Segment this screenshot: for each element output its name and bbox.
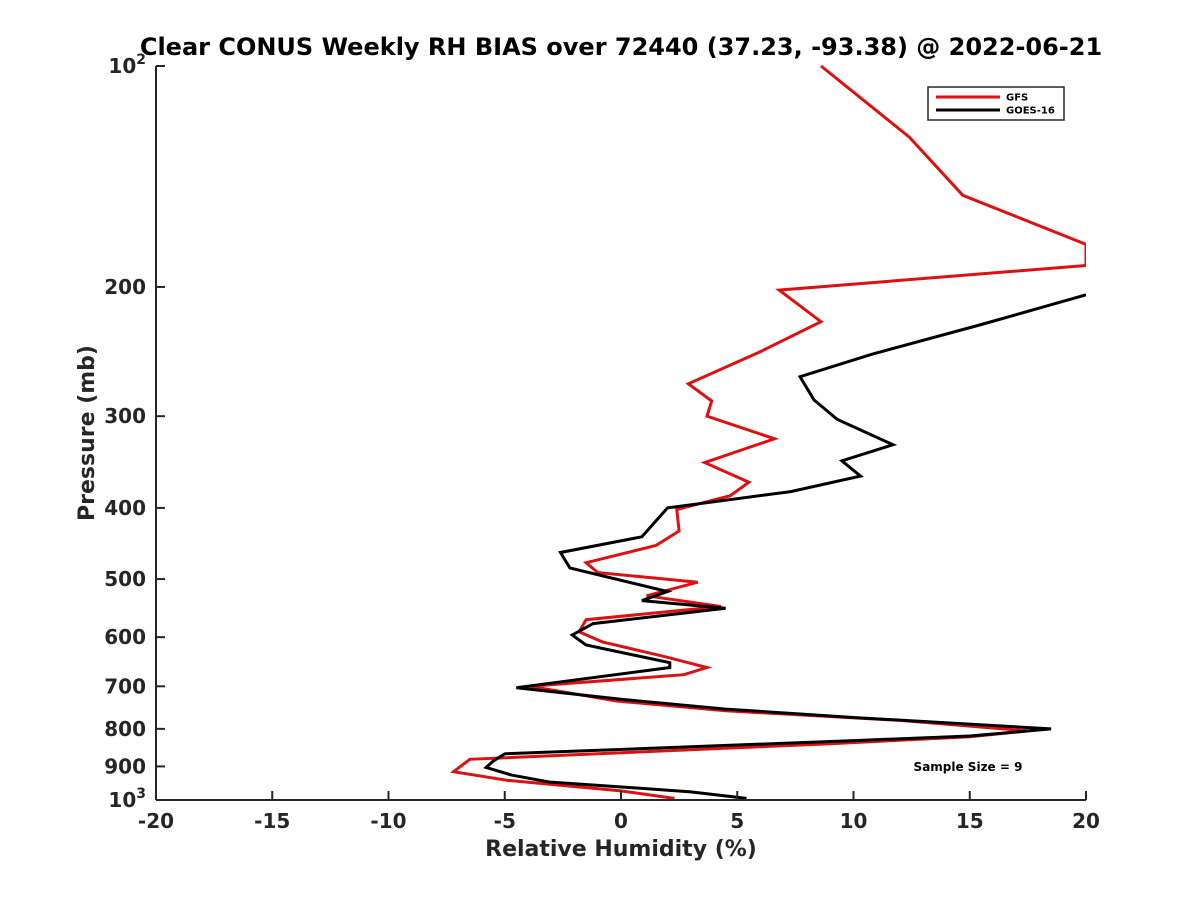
- legend: GFS GOES-16: [927, 86, 1065, 121]
- x-tick-label: 20: [1072, 809, 1100, 833]
- series-line-goes-16: [483, 293, 1086, 800]
- x-tick-label: 10: [840, 809, 868, 833]
- sample-size-annotation: Sample Size = 9: [914, 760, 1023, 774]
- x-axis-label: Relative Humidity (%): [485, 837, 757, 862]
- y-tick-label: 600: [104, 625, 146, 649]
- y-tick-label: 102: [108, 52, 146, 78]
- y-tick-label: 400: [104, 496, 146, 520]
- y-tick-label: 800: [104, 717, 146, 741]
- legend-label: GOES-16: [1006, 106, 1055, 117]
- series-layer: [449, 64, 1086, 800]
- y-tick-label: 300: [104, 404, 146, 428]
- x-tick-label: 15: [956, 809, 984, 833]
- plot-area: [156, 66, 1086, 800]
- x-tick-label: -15: [254, 809, 290, 833]
- x-tick-label: 0: [614, 809, 628, 833]
- x-tick-label: -10: [370, 809, 406, 833]
- y-tick-label: 900: [104, 754, 146, 778]
- y-tick-label: 700: [104, 674, 146, 698]
- series-group: [449, 64, 1086, 800]
- y-tick-label: 200: [104, 275, 146, 299]
- x-tick-label: -20: [138, 809, 174, 833]
- chart-title: Clear CONUS Weekly RH BIAS over 72440 (3…: [140, 33, 1102, 61]
- x-tick-label: 5: [730, 809, 744, 833]
- y-tick-label: 103: [108, 786, 146, 812]
- axes-layer: -20 -15 -10 -5 0 5 10 15 20 102 200 300 400 500 600 700…: [104, 52, 1100, 833]
- x-tick-label: -5: [494, 809, 516, 833]
- legend-box: [927, 86, 1065, 121]
- y-tick-label: 500: [104, 567, 146, 591]
- legend-label: GFS: [1006, 93, 1028, 104]
- y-axis-label: Pressure (mb): [75, 345, 100, 521]
